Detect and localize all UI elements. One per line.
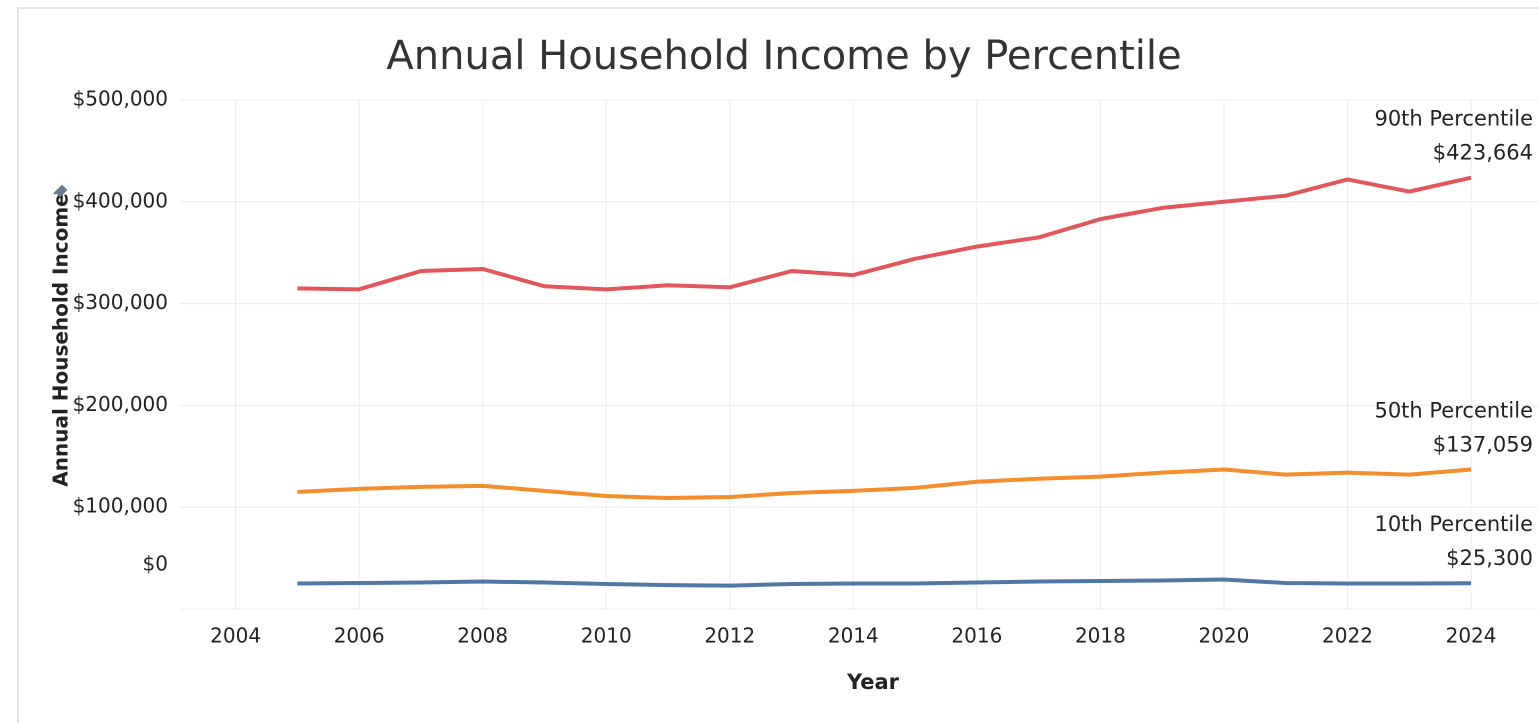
y-axis-label: Annual Household Income bbox=[49, 193, 73, 487]
x-tick-label: 2014 bbox=[828, 624, 879, 648]
y-tick-label: $400,000 bbox=[73, 188, 168, 212]
x-tick-label: 2004 bbox=[210, 624, 261, 648]
panel bbox=[17, 7, 1539, 723]
value-label: $137,059 bbox=[1433, 432, 1533, 456]
chart-title: Annual Household Income by Percentile bbox=[386, 33, 1181, 79]
plot bbox=[297, 175, 1472, 588]
y-tick-label: $0 bbox=[143, 552, 168, 576]
line-series bbox=[297, 175, 1472, 292]
series-label: 90th Percentile bbox=[1374, 107, 1533, 131]
line-series bbox=[297, 577, 1472, 588]
x-tick-label: 2012 bbox=[704, 624, 755, 648]
y-tick-label: $100,000 bbox=[73, 494, 168, 518]
y-tick-label: $200,000 bbox=[73, 392, 168, 416]
grid bbox=[180, 99, 1539, 610]
pin-icon bbox=[53, 184, 68, 198]
x-tick-label: 2016 bbox=[951, 624, 1002, 648]
x-tick-label: 2006 bbox=[334, 624, 385, 648]
x-tick-label: 2008 bbox=[457, 624, 508, 648]
y-tick-label: $500,000 bbox=[73, 87, 168, 111]
value-label: $25,300 bbox=[1446, 546, 1533, 570]
x-tick-label: 2020 bbox=[1199, 624, 1250, 648]
x-tick-label: 2024 bbox=[1446, 624, 1497, 648]
x-tick-label: 2022 bbox=[1322, 624, 1373, 648]
y-tick-label: $300,000 bbox=[73, 290, 168, 314]
x-tick-label: 2018 bbox=[1075, 624, 1126, 648]
x-tick-label: 2010 bbox=[581, 624, 632, 648]
line-series bbox=[297, 467, 1472, 501]
series-label: 10th Percentile bbox=[1374, 512, 1533, 536]
value-label: $423,664 bbox=[1433, 141, 1533, 165]
x-axis-label: Year bbox=[846, 670, 900, 694]
series-label: 50th Percentile bbox=[1374, 398, 1533, 422]
